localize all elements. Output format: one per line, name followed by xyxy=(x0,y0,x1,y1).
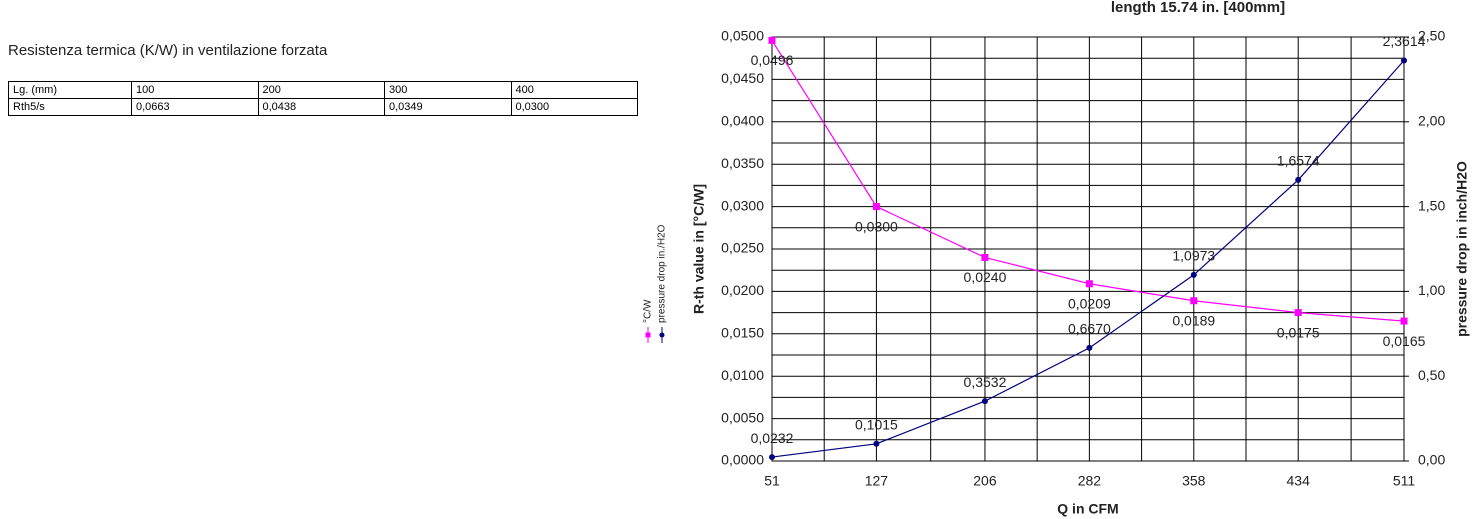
y2-tick-label: 0,00 xyxy=(1418,452,1445,468)
table: Lg. (mm) 100 200 300 400 Rth5/s 0,0663 0,0438 0… xyxy=(8,81,638,116)
table-row: Lg. (mm) 100 200 300 400 xyxy=(8,81,638,99)
data-point xyxy=(1190,297,1198,305)
data-label: 0,0209 xyxy=(1068,295,1111,311)
y-tick-label: 0,0200 xyxy=(721,282,764,298)
y-tick-label: 0,0400 xyxy=(721,113,764,129)
data-label: 0,0165 xyxy=(1383,333,1426,349)
data-label: 0,0232 xyxy=(751,430,794,446)
data-label: 0,1015 xyxy=(855,416,898,432)
y-tick-label: 0,0500 xyxy=(721,28,764,44)
y2-tick-label: 2,50 xyxy=(1418,28,1445,44)
y2-tick-label: 1,50 xyxy=(1418,197,1445,213)
data-label: 0,0175 xyxy=(1277,324,1320,340)
y2-tick-label: 1,00 xyxy=(1418,282,1445,298)
cell: Rth5/s xyxy=(8,98,132,116)
data-label: 1,0973 xyxy=(1172,248,1215,264)
y-tick-label: 0,0150 xyxy=(721,325,764,341)
x-tick-label: 51 xyxy=(764,473,780,489)
legend-label: pressure drop in./H2O xyxy=(657,224,668,323)
x-axis-label: Q in CFM xyxy=(1057,501,1118,517)
legend-label: °C/W xyxy=(643,299,654,323)
y-tick-label: 0,0350 xyxy=(721,155,764,171)
y-tick-label: 0,0000 xyxy=(721,452,764,468)
cell: 0,0349 xyxy=(384,98,512,116)
y-tick-label: 0,0250 xyxy=(721,240,764,256)
data-point xyxy=(1190,271,1197,278)
data-label: 0,6670 xyxy=(1068,321,1111,337)
data-label: 2,3614 xyxy=(1383,33,1426,49)
legend: °C/W pressure drop in./H2O xyxy=(643,224,668,343)
y-tick-label: 0,0100 xyxy=(721,367,764,383)
heading: Resistenza termica (K/W) in ventilazione… xyxy=(8,42,328,59)
legend-marker xyxy=(659,332,665,338)
data-point xyxy=(768,36,776,44)
x-tick-label: 434 xyxy=(1287,473,1311,489)
chart-title: length 15.74 in. [400mm] xyxy=(1111,0,1285,16)
cell: 0,0438 xyxy=(257,98,385,116)
data-point xyxy=(1401,57,1407,64)
data-label: 0,3532 xyxy=(964,374,1007,390)
x-tick-label: 282 xyxy=(1078,473,1102,489)
data-point xyxy=(1086,344,1093,351)
x-tick-label: 358 xyxy=(1182,473,1206,489)
data-point xyxy=(1294,309,1302,317)
data-point xyxy=(981,398,988,405)
x-tick-label: 206 xyxy=(973,473,997,489)
data-point xyxy=(873,440,880,447)
data-label: 0,0189 xyxy=(1172,312,1215,328)
data-label: 0,0496 xyxy=(751,52,794,68)
y-tick-label: 0,0300 xyxy=(721,197,764,213)
data-label: 0,0300 xyxy=(855,218,898,234)
y2-axis-label: pressure drop in inch/H2O xyxy=(1454,161,1470,337)
y2-tick-label: 2,00 xyxy=(1418,113,1445,129)
y-tick-label: 0,0450 xyxy=(721,70,764,86)
y2-tick-label: 0,50 xyxy=(1418,367,1445,383)
data-label: 0,0240 xyxy=(964,269,1007,285)
data-point xyxy=(872,203,880,211)
data-point xyxy=(769,454,775,461)
y-tick-label: 0,0050 xyxy=(721,409,764,425)
table-row: Rth5/s 0,0663 0,0438 0,0349 0,0300 xyxy=(8,98,638,116)
data-point xyxy=(1295,176,1302,183)
y-axis-label: R-th value in [°C/W] xyxy=(691,184,707,314)
x-tick-label: 127 xyxy=(865,473,889,489)
data-label: 1,6574 xyxy=(1277,153,1320,169)
data-point xyxy=(1085,280,1093,288)
cell: 0,0300 xyxy=(510,98,638,116)
legend-marker xyxy=(645,332,651,338)
data-point xyxy=(1400,317,1408,325)
data-point xyxy=(981,253,989,261)
x-tick-label: 511 xyxy=(1393,473,1416,489)
